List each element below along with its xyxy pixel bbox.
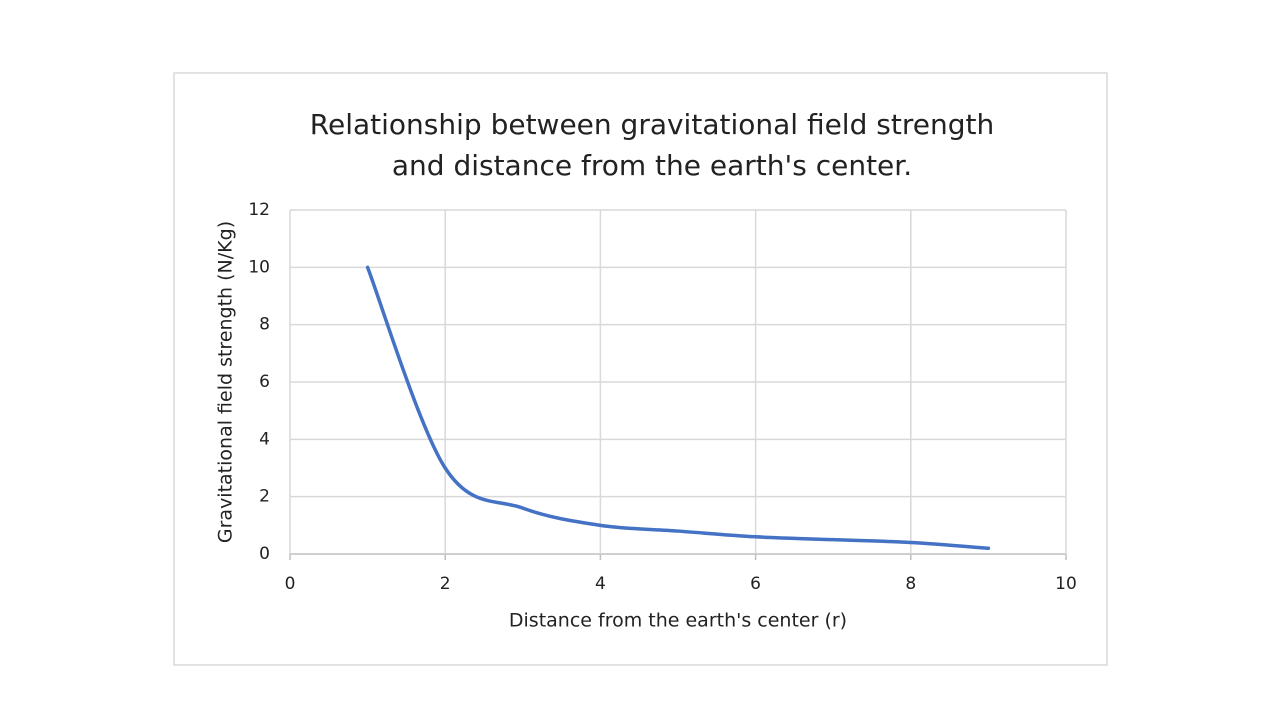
x-tick-label: 0: [285, 574, 296, 594]
y-tick-label: 10: [248, 257, 270, 277]
x-tick-label: 4: [595, 574, 606, 594]
y-tick-label: 8: [259, 315, 270, 335]
x-tick-label: 2: [440, 574, 451, 594]
x-tick-label: 10: [1055, 574, 1077, 594]
x-tick-label: 6: [750, 574, 761, 594]
x-axis-label: Distance from the earth's center (r): [509, 610, 847, 632]
y-tick-label: 4: [259, 429, 270, 449]
data-line: [365, 265, 991, 551]
chart-title: Relationship between gravitational field…: [310, 108, 994, 141]
chart-title: and distance from the earth's center.: [392, 149, 912, 182]
chart-frame: [173, 72, 1108, 666]
y-tick-label: 0: [259, 544, 270, 564]
y-tick-label: 2: [259, 487, 270, 507]
x-tick-label: 8: [905, 574, 916, 594]
y-axis-label: Gravitational field strength (N/Kg): [215, 221, 237, 543]
y-tick-label: 6: [259, 372, 270, 392]
y-tick-label: 12: [248, 200, 270, 220]
